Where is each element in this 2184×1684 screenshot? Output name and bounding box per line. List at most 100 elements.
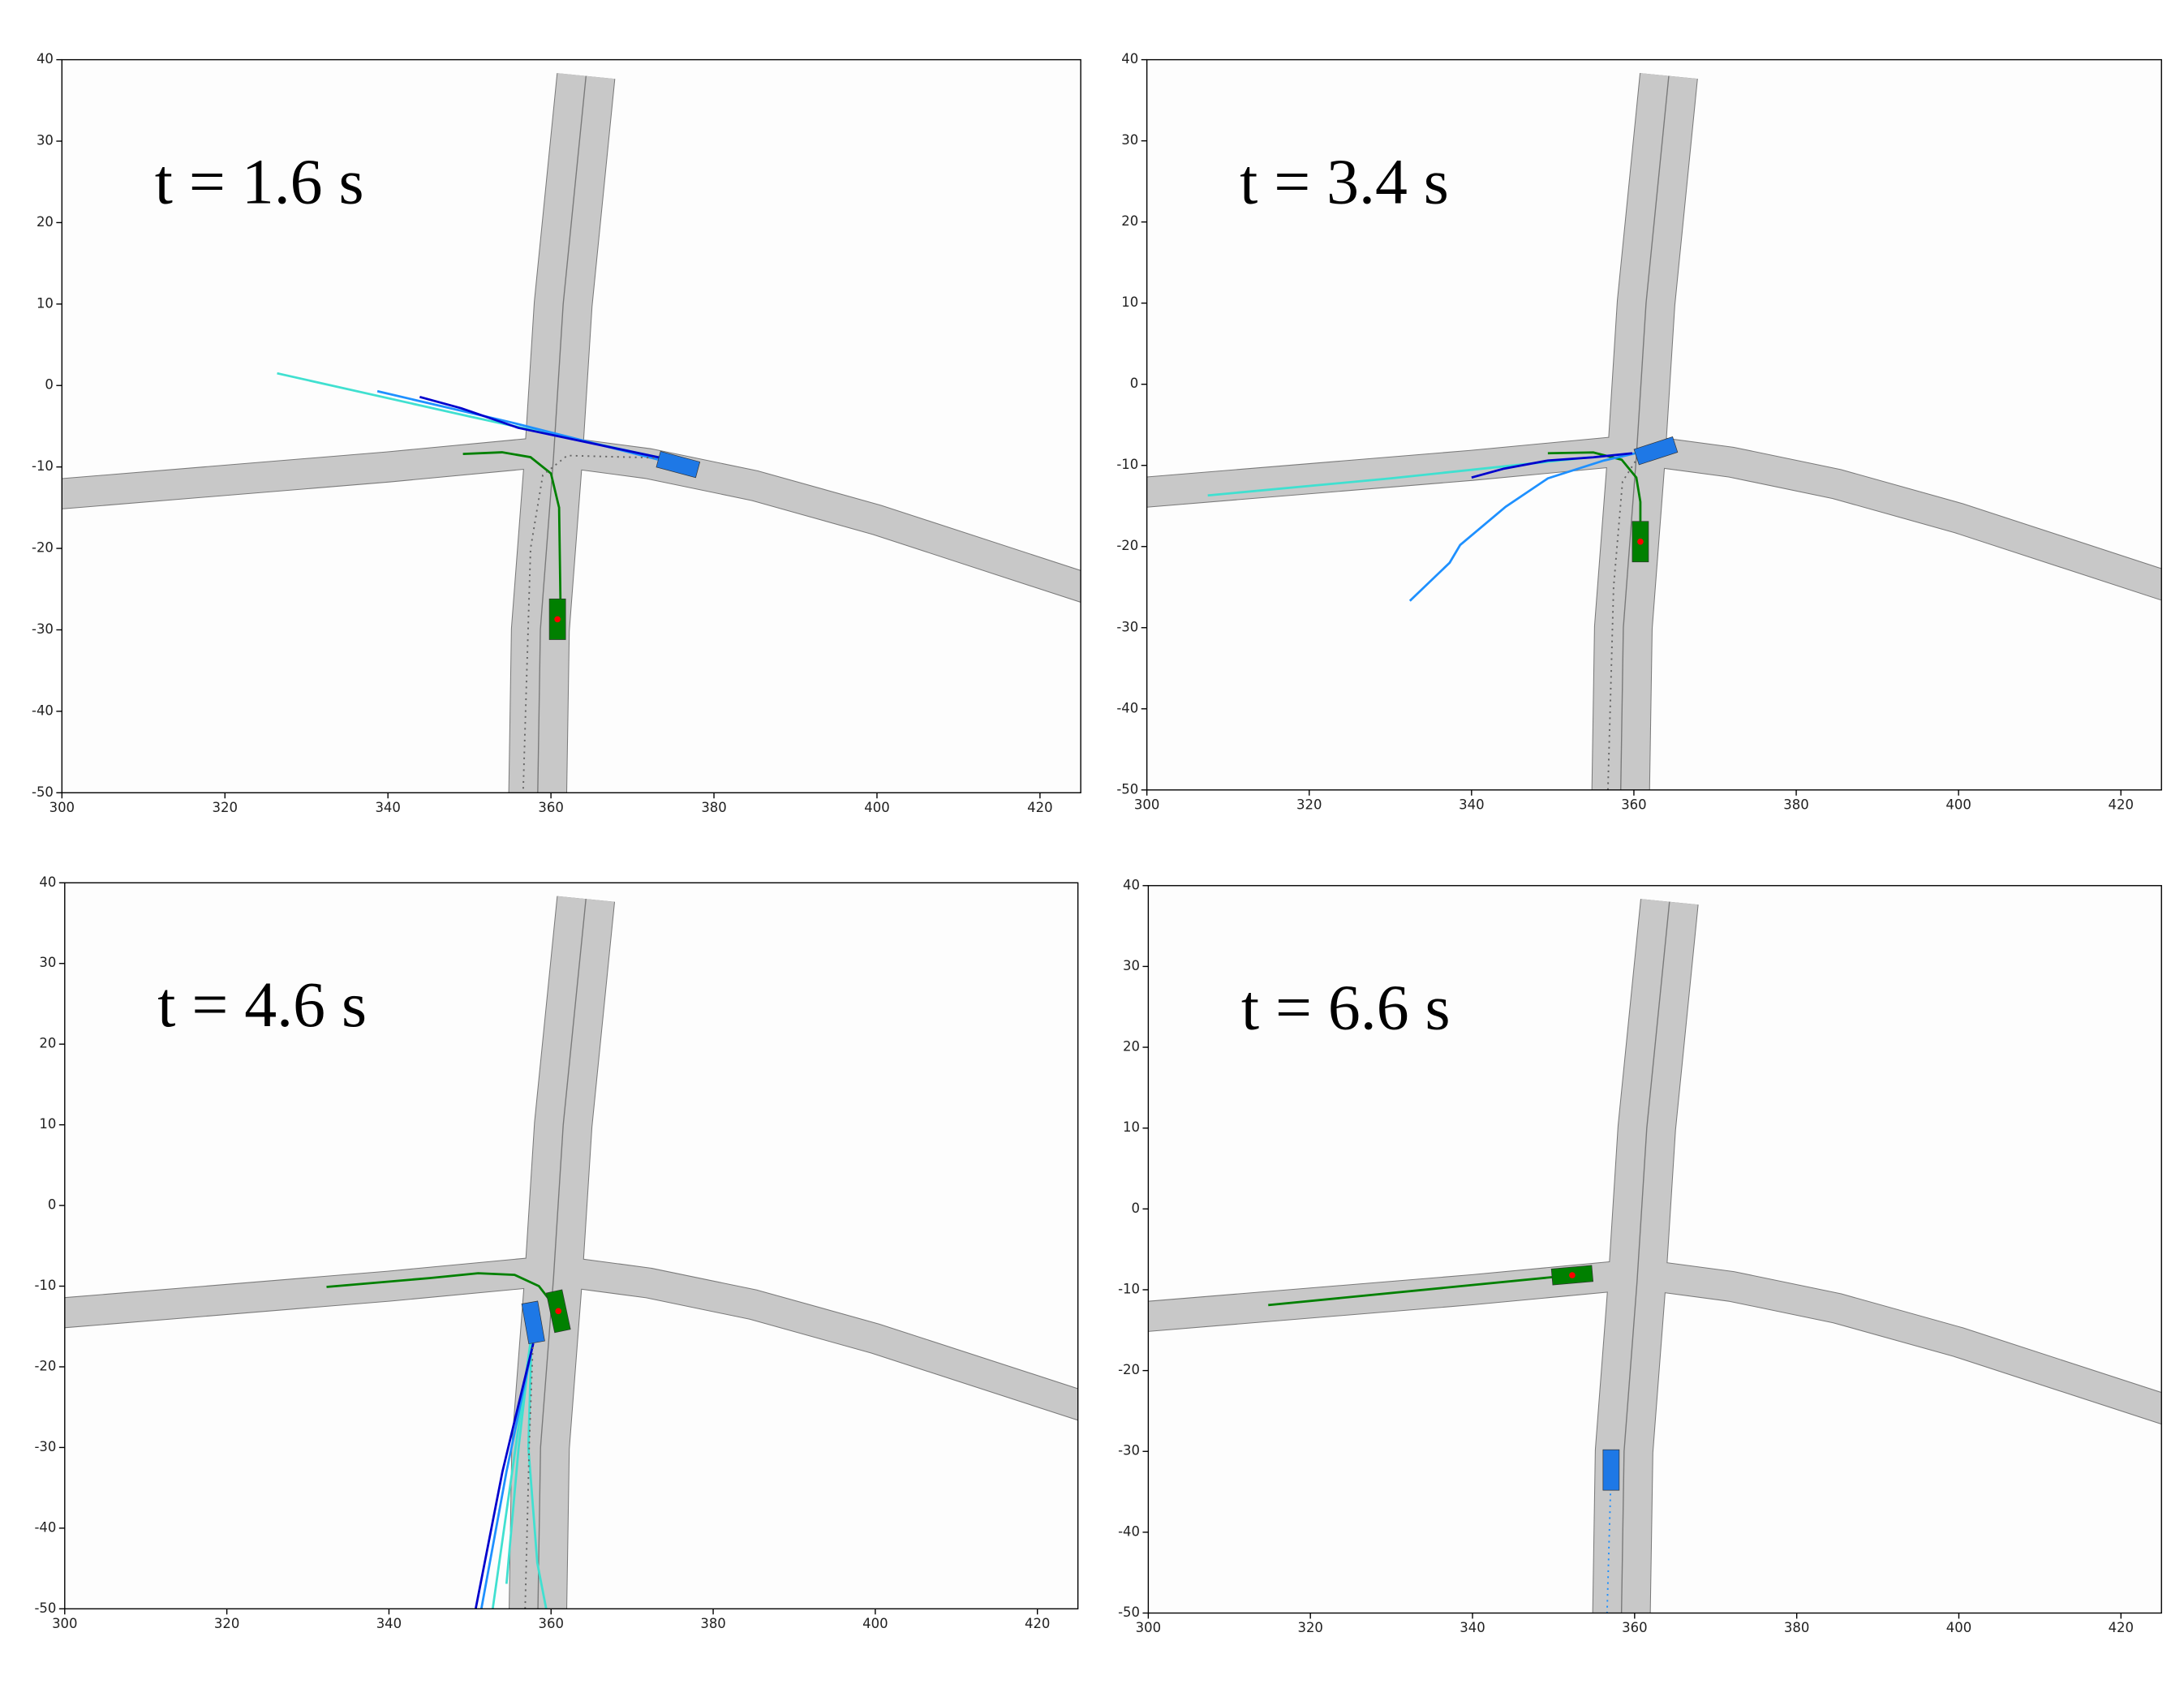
x-tick-label: 300 xyxy=(52,1616,77,1631)
y-tick-label: -30 xyxy=(32,621,54,637)
panel-title: t = 4.6 s xyxy=(157,969,367,1041)
y-tick-label: 20 xyxy=(37,214,54,230)
y-tick-label: -50 xyxy=(1118,1605,1140,1620)
lane-divider xyxy=(1620,901,1670,1613)
x-tick-label: 320 xyxy=(213,800,238,815)
x-tick-label: 320 xyxy=(1296,797,1322,812)
vehicle xyxy=(656,451,701,479)
x-tick-label: 380 xyxy=(700,1616,725,1631)
plot-content xyxy=(64,896,1078,1609)
y-tick-label: -10 xyxy=(1116,457,1138,472)
ego-marker xyxy=(555,1308,562,1315)
y-tick-label: 40 xyxy=(37,51,54,67)
x-tick-label: 340 xyxy=(1459,797,1484,812)
road xyxy=(1632,1259,2162,1424)
y-tick-label: -30 xyxy=(1118,1443,1140,1458)
y-tick-label: 0 xyxy=(1130,376,1138,391)
ego-marker xyxy=(1637,538,1644,545)
y-tick-label: 10 xyxy=(37,295,54,311)
y-tick-label: 0 xyxy=(45,377,53,393)
plot-frame xyxy=(61,58,1081,793)
trajectory xyxy=(1606,1470,1612,1613)
x-tick-label: 420 xyxy=(2109,1620,2134,1635)
road xyxy=(1632,434,2162,600)
x-tick-label: 360 xyxy=(1621,797,1646,812)
road xyxy=(548,436,1081,602)
trajectory xyxy=(524,1334,535,1609)
panel-title: t = 1.6 s xyxy=(155,147,364,218)
vehicle xyxy=(1602,1449,1620,1491)
y-tick-label: -50 xyxy=(32,784,54,800)
x-tick-label: 340 xyxy=(1460,1620,1485,1635)
road xyxy=(548,1255,1078,1420)
x-tick-label: 420 xyxy=(2109,797,2134,812)
trajectory xyxy=(479,1342,535,1609)
y-tick-label: 30 xyxy=(39,955,56,970)
vehicle xyxy=(521,1300,545,1345)
plot-frame xyxy=(1146,58,2162,791)
y-tick-label: 10 xyxy=(39,1116,56,1132)
trajectory xyxy=(1408,449,1647,602)
x-tick-label: 300 xyxy=(1136,1620,1161,1635)
x-tick-label: 320 xyxy=(1297,1620,1322,1635)
x-tick-label: 400 xyxy=(1945,797,1971,812)
trajectory xyxy=(522,454,662,789)
trajectory xyxy=(474,1342,535,1609)
x-tick-label: 340 xyxy=(376,1616,402,1631)
x-tick-label: 380 xyxy=(701,800,726,815)
ego-marker xyxy=(1569,1272,1576,1278)
x-tick-label: 400 xyxy=(862,1616,888,1631)
x-tick-label: 300 xyxy=(49,800,75,815)
y-tick-label: 0 xyxy=(48,1197,56,1213)
y-tick-label: -50 xyxy=(1116,781,1138,797)
y-tick-label: -10 xyxy=(34,1278,56,1293)
trajectory xyxy=(1268,1274,1573,1307)
y-tick-label: -40 xyxy=(32,702,54,718)
y-tick-label: -40 xyxy=(34,1519,56,1535)
y-tick-label: -40 xyxy=(1118,1523,1140,1539)
trajectory xyxy=(1471,452,1633,479)
x-tick-label: 360 xyxy=(539,1616,564,1631)
ego-marker xyxy=(554,616,561,623)
y-tick-label: 20 xyxy=(39,1036,56,1051)
trajectory xyxy=(462,451,562,620)
y-tick-label: 40 xyxy=(1121,51,1138,67)
y-tick-label: -20 xyxy=(1118,1362,1140,1377)
y-tick-label: 30 xyxy=(37,133,54,148)
panel: 300 320 340 360 380 400 420 -50 -40 -30 -20 -10 0 10 2… xyxy=(1116,51,2162,812)
lane-divider xyxy=(537,75,587,793)
x-tick-label: 420 xyxy=(1027,800,1052,815)
y-tick-label: 10 xyxy=(1123,1119,1140,1135)
x-tick-label: 300 xyxy=(1134,797,1159,812)
plot-frame xyxy=(64,882,1079,1610)
y-tick-label: 20 xyxy=(1121,213,1138,229)
y-tick-label: -30 xyxy=(1116,619,1138,634)
x-tick-label: 420 xyxy=(1025,1616,1050,1631)
plot-frame xyxy=(1147,885,2162,1614)
x-tick-label: 400 xyxy=(864,800,889,815)
x-tick-label: 360 xyxy=(538,800,563,815)
panel-title: t = 3.4 s xyxy=(1240,147,1449,218)
trajectory xyxy=(527,1334,548,1609)
panel: 300 320 340 360 380 400 420 -50 -40 -30 -20 -10 0 10 2… xyxy=(34,874,1079,1631)
x-tick-label: 340 xyxy=(375,800,400,815)
plot-content xyxy=(1146,73,2162,790)
y-tick-label: -10 xyxy=(1118,1281,1140,1296)
y-tick-label: 30 xyxy=(1121,132,1138,148)
x-tick-label: 400 xyxy=(1946,1620,1971,1635)
plot-content xyxy=(62,73,1081,793)
x-tick-label: 320 xyxy=(214,1616,239,1631)
y-tick-label: 40 xyxy=(39,874,56,890)
trajectory xyxy=(419,395,663,459)
panel-title: t = 6.6 s xyxy=(1241,973,1451,1044)
y-tick-label: 10 xyxy=(1121,294,1138,310)
panel: 300 320 340 360 380 400 420 -50 -40 -30 -20 -10 0 10 2… xyxy=(1118,877,2162,1635)
y-tick-label: -40 xyxy=(1116,700,1138,715)
x-tick-label: 360 xyxy=(1622,1620,1647,1635)
y-tick-label: 20 xyxy=(1123,1039,1140,1055)
lane-divider xyxy=(537,899,587,1609)
panel: 300 320 340 360 380 400 420 -50 -40 -30 -20 -10 0 10 2… xyxy=(32,51,1081,815)
y-tick-label: 0 xyxy=(1131,1201,1139,1216)
